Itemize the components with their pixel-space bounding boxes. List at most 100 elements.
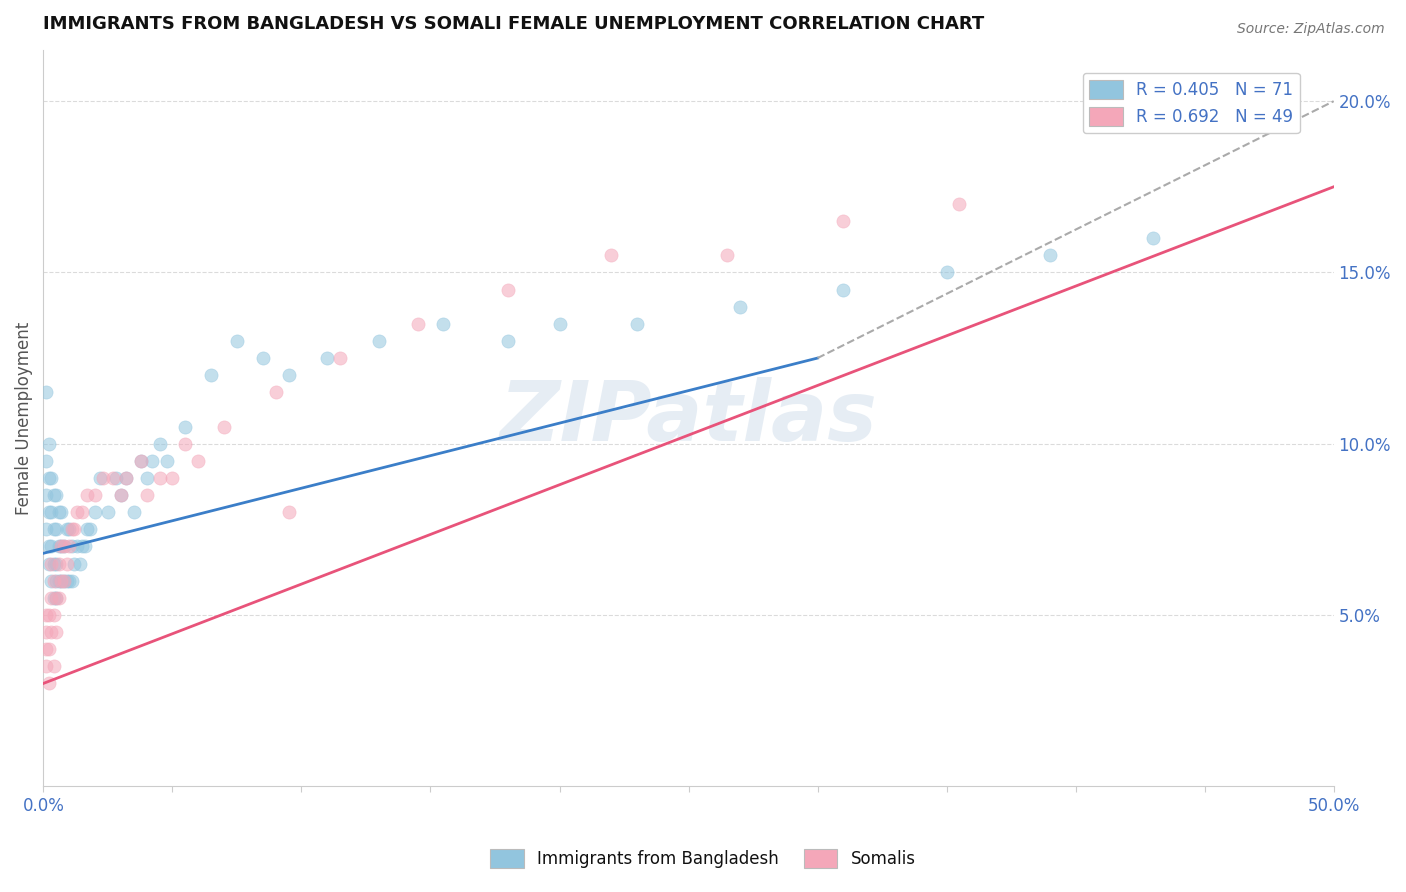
Point — [39, 574, 62, 588]
Point — [84, 505, 107, 519]
Point — [38, 540, 60, 554]
Point — [42, 488, 65, 502]
Point — [329, 351, 352, 365]
Point — [832, 283, 855, 297]
Point — [135, 471, 157, 485]
Point — [948, 197, 970, 211]
Point — [38, 607, 60, 622]
Point — [174, 419, 197, 434]
Point — [73, 540, 96, 554]
Point — [55, 522, 77, 536]
Point — [716, 248, 738, 262]
Point — [51, 505, 73, 519]
Point — [110, 488, 132, 502]
Point — [53, 540, 76, 554]
Point — [1039, 248, 1062, 262]
Point — [45, 625, 67, 640]
Point — [728, 300, 751, 314]
Y-axis label: Female Unemployment: Female Unemployment — [15, 321, 32, 515]
Point — [35, 454, 58, 468]
Point — [35, 625, 58, 640]
Point — [110, 488, 132, 502]
Point — [38, 557, 60, 571]
Point — [53, 540, 76, 554]
Point — [162, 471, 184, 485]
Point — [148, 436, 170, 450]
Point — [38, 642, 60, 657]
Point — [45, 591, 67, 605]
Point — [277, 505, 299, 519]
Point — [60, 540, 83, 554]
Point — [84, 488, 107, 502]
Point — [122, 505, 145, 519]
Text: IMMIGRANTS FROM BANGLADESH VS SOMALI FEMALE UNEMPLOYMENT CORRELATION CHART: IMMIGRANTS FROM BANGLADESH VS SOMALI FEM… — [44, 15, 984, 33]
Point — [42, 574, 65, 588]
Point — [66, 505, 89, 519]
Point — [60, 574, 83, 588]
Point — [35, 659, 58, 673]
Point — [45, 557, 67, 571]
Point — [148, 471, 170, 485]
Point — [39, 505, 62, 519]
Point — [316, 351, 339, 365]
Point — [626, 317, 648, 331]
Point — [60, 522, 83, 536]
Point — [55, 574, 77, 588]
Point — [70, 505, 93, 519]
Point — [38, 505, 60, 519]
Point — [58, 574, 80, 588]
Point — [548, 317, 571, 331]
Point — [200, 368, 222, 383]
Point — [51, 540, 73, 554]
Point — [38, 436, 60, 450]
Point — [39, 591, 62, 605]
Point — [45, 574, 67, 588]
Point — [58, 522, 80, 536]
Point — [42, 659, 65, 673]
Point — [91, 471, 114, 485]
Point — [141, 454, 163, 468]
Point — [48, 574, 70, 588]
Point — [496, 283, 519, 297]
Point — [277, 368, 299, 383]
Point — [174, 436, 197, 450]
Point — [38, 471, 60, 485]
Point — [115, 471, 138, 485]
Point — [35, 642, 58, 657]
Point — [1142, 231, 1164, 245]
Point — [832, 214, 855, 228]
Point — [35, 522, 58, 536]
Point — [35, 385, 58, 400]
Point — [48, 557, 70, 571]
Point — [39, 540, 62, 554]
Point — [42, 557, 65, 571]
Point — [39, 557, 62, 571]
Point — [53, 574, 76, 588]
Point — [367, 334, 389, 348]
Point — [406, 317, 429, 331]
Point — [79, 522, 101, 536]
Point — [89, 471, 111, 485]
Point — [252, 351, 274, 365]
Point — [63, 522, 86, 536]
Point — [63, 557, 86, 571]
Point — [600, 248, 623, 262]
Point — [131, 454, 153, 468]
Text: Source: ZipAtlas.com: Source: ZipAtlas.com — [1237, 22, 1385, 37]
Point — [39, 471, 62, 485]
Point — [35, 607, 58, 622]
Point — [42, 607, 65, 622]
Point — [76, 522, 98, 536]
Point — [131, 454, 153, 468]
Point — [48, 591, 70, 605]
Point — [55, 557, 77, 571]
Legend: Immigrants from Bangladesh, Somalis: Immigrants from Bangladesh, Somalis — [484, 842, 922, 875]
Point — [101, 471, 124, 485]
Point — [45, 522, 67, 536]
Point — [66, 540, 89, 554]
Point — [935, 265, 957, 279]
Point — [45, 591, 67, 605]
Point — [48, 540, 70, 554]
Point — [69, 557, 91, 571]
Point — [39, 625, 62, 640]
